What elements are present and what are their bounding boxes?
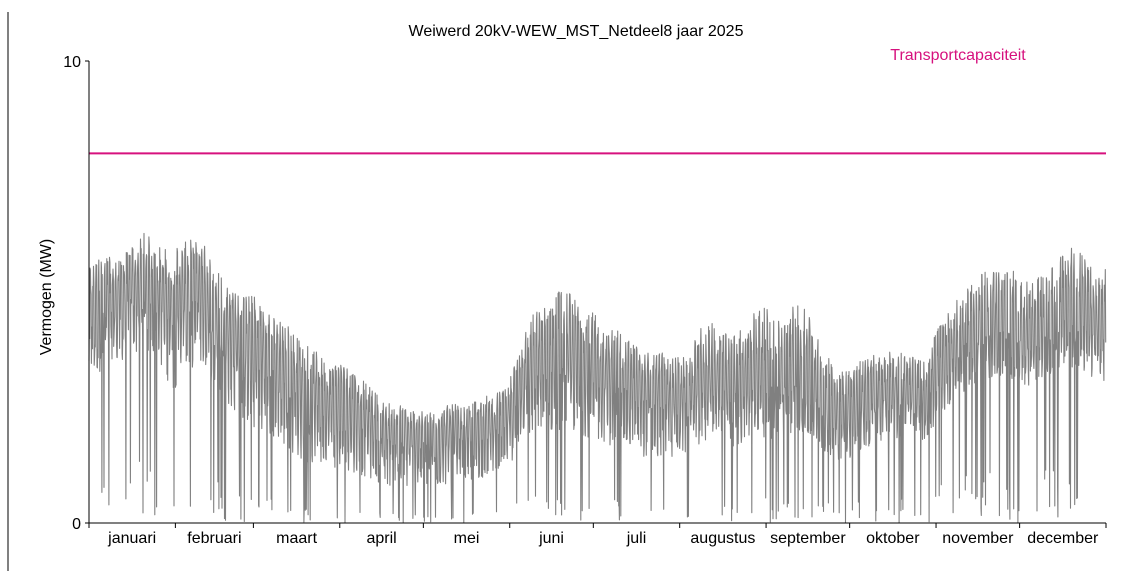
x-tick-label-mei: mei — [454, 530, 480, 547]
series-vermogen-line — [88, 232, 1107, 524]
x-tick-label-maart: maart — [276, 530, 317, 547]
axes: 0 10 januari februari maart april mei juni juli a… — [63, 54, 1107, 547]
x-tick-label-november: november — [942, 530, 1014, 547]
plot-area — [88, 152, 1107, 524]
x-tick-label-oktober: oktober — [866, 530, 920, 547]
x-tick-label-februari: februari — [187, 530, 241, 547]
x-tick-label-juni: juni — [538, 530, 564, 547]
legend-transportcapaciteit-label: Transportcapaciteit — [890, 47, 1026, 64]
x-tick-label-juli: juli — [626, 530, 647, 547]
x-tick-label-april: april — [366, 530, 396, 547]
x-tick-label-augustus: augustus — [690, 530, 755, 547]
x-tick-label-september: september — [770, 530, 846, 547]
y-tick-label: 0 — [72, 516, 81, 533]
y-axis-label: Vermogen (MW) — [38, 239, 55, 355]
y-tick-label: 10 — [63, 54, 81, 71]
chart-title: Weiwerd 20kV-WEW_MST_Netdeel8 jaar 2025 — [409, 23, 744, 40]
x-tick-label-januari: januari — [107, 530, 156, 547]
x-tick-label-december: december — [1027, 530, 1099, 547]
